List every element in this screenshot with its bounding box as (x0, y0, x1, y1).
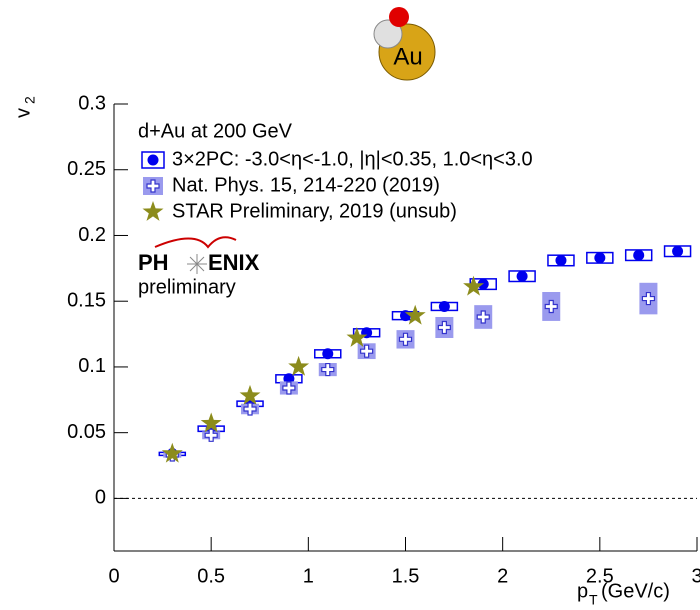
logo-arc (154, 236, 237, 249)
point (555, 254, 567, 266)
y-tick-label: 0.3 (78, 92, 106, 114)
point (239, 384, 261, 405)
point (346, 327, 368, 347)
point (398, 332, 413, 346)
point (243, 402, 257, 416)
logo-star (187, 254, 207, 274)
point (282, 381, 296, 395)
y-label: v (12, 108, 34, 118)
y-tick-label: 0.2 (78, 224, 106, 246)
legend-marker (147, 154, 159, 166)
point (404, 304, 426, 325)
point (161, 442, 183, 463)
x-tick-label: 2.5 (586, 565, 614, 587)
point (476, 310, 490, 324)
x-label-sub: T (589, 592, 598, 608)
point (641, 291, 656, 306)
point (200, 412, 222, 433)
y-tick-label: 0.1 (78, 355, 106, 377)
point (360, 344, 374, 358)
y-tick-label: 0.15 (67, 289, 106, 311)
point (288, 355, 310, 376)
y-tick-label: 0 (95, 487, 106, 509)
badge-electron (373, 19, 403, 49)
point (544, 299, 558, 314)
logo-sub: preliminary (138, 276, 236, 298)
x-tick-label: 2 (497, 565, 508, 587)
x-tick-label: 0.5 (197, 565, 225, 587)
chart-title: d+Au at 200 GeV (138, 120, 293, 142)
x-label-unit: (GeV/c) (601, 580, 670, 602)
y-tick-label: 0.25 (67, 158, 106, 180)
x-tick-label: 1.5 (392, 565, 420, 587)
logo-right: ENIX (208, 250, 260, 275)
point (321, 362, 335, 377)
logo-left: PH (138, 250, 169, 275)
point (477, 278, 489, 290)
legend-marker (146, 179, 160, 193)
badge-nucleon (389, 7, 409, 27)
legend-marker (142, 201, 164, 221)
legend-label: STAR Preliminary, 2019 (unsub) (172, 200, 457, 222)
point (322, 348, 334, 360)
x-tick-label: 0 (108, 565, 119, 587)
badge-text: Au (393, 43, 422, 70)
point (516, 270, 528, 282)
y-tick-label: 0.05 (67, 421, 106, 443)
legend-box (141, 151, 165, 169)
point (437, 320, 451, 335)
point (438, 300, 450, 312)
legend-label: Nat. Phys. 15, 214-220 (2019) (172, 174, 440, 196)
legend-label: 3×2PC: -3.0<η<-1.0, |η|<0.35, 1.0<η<3.0 (172, 148, 533, 170)
point (594, 252, 606, 264)
point (204, 428, 218, 442)
x-label: p (577, 580, 588, 602)
y-label-sub: 2 (22, 96, 38, 104)
point (463, 275, 484, 296)
point (672, 245, 684, 257)
point (633, 249, 645, 261)
x-tick-label: 1 (303, 565, 314, 587)
x-tick-label: 3 (691, 565, 700, 587)
